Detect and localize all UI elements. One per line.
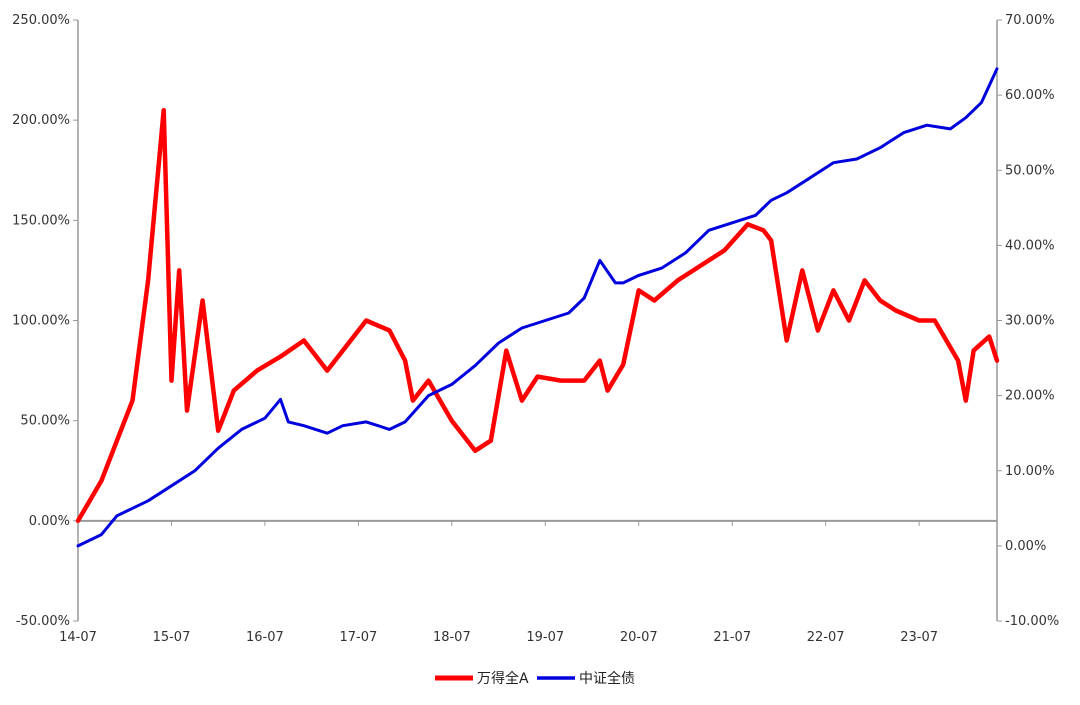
right-tick-label: 0.00% <box>1005 539 1046 554</box>
x-tick-label: 17-07 <box>339 630 377 645</box>
x-tick-label: 15-07 <box>153 630 191 645</box>
x-tick-label: 23-07 <box>900 630 938 645</box>
x-tick-label: 19-07 <box>526 630 564 645</box>
right-tick-label: 30.00% <box>1005 314 1055 329</box>
legend: 万得全A 中证全债 <box>435 670 635 687</box>
x-tick-label: 20-07 <box>620 630 658 645</box>
right-tick-label: 70.00% <box>1005 13 1055 28</box>
right-tick-label: -10.00% <box>1005 614 1059 629</box>
series-layer <box>75 67 1000 548</box>
left-tick-label: 50.00% <box>20 414 70 429</box>
x-tick-label: 21-07 <box>713 630 751 645</box>
right-tick-label: 10.00% <box>1005 464 1055 479</box>
legend-label: 中证全债 <box>579 670 635 687</box>
x-tick-label: 14-07 <box>59 630 97 645</box>
left-tick-label: 100.00% <box>12 314 70 329</box>
left-tick-label: 250.00% <box>12 13 70 28</box>
right-tick-label: 60.00% <box>1005 88 1055 103</box>
left-tick-label: 200.00% <box>12 113 70 128</box>
right-tick-label: 40.00% <box>1005 238 1055 253</box>
legend-label: 万得全A <box>477 670 529 687</box>
series-line-csi-aggregate-bond <box>76 67 999 548</box>
x-tick-label: 16-07 <box>246 630 284 645</box>
x-tick-label: 18-07 <box>433 630 471 645</box>
left-tick-label: 150.00% <box>12 213 70 228</box>
right-tick-label: 50.00% <box>1005 163 1055 178</box>
axes: -50.00% 0.00% 50.00% 100.00% 150.00% 200.00% 2… <box>12 13 1059 645</box>
right-tick-label: 20.00% <box>1005 389 1055 404</box>
x-tick-label: 22-07 <box>807 630 845 645</box>
left-tick-label: -50.00% <box>16 614 70 629</box>
series-line-wind-all-a <box>75 107 1000 524</box>
left-tick-label: 0.00% <box>29 514 70 529</box>
